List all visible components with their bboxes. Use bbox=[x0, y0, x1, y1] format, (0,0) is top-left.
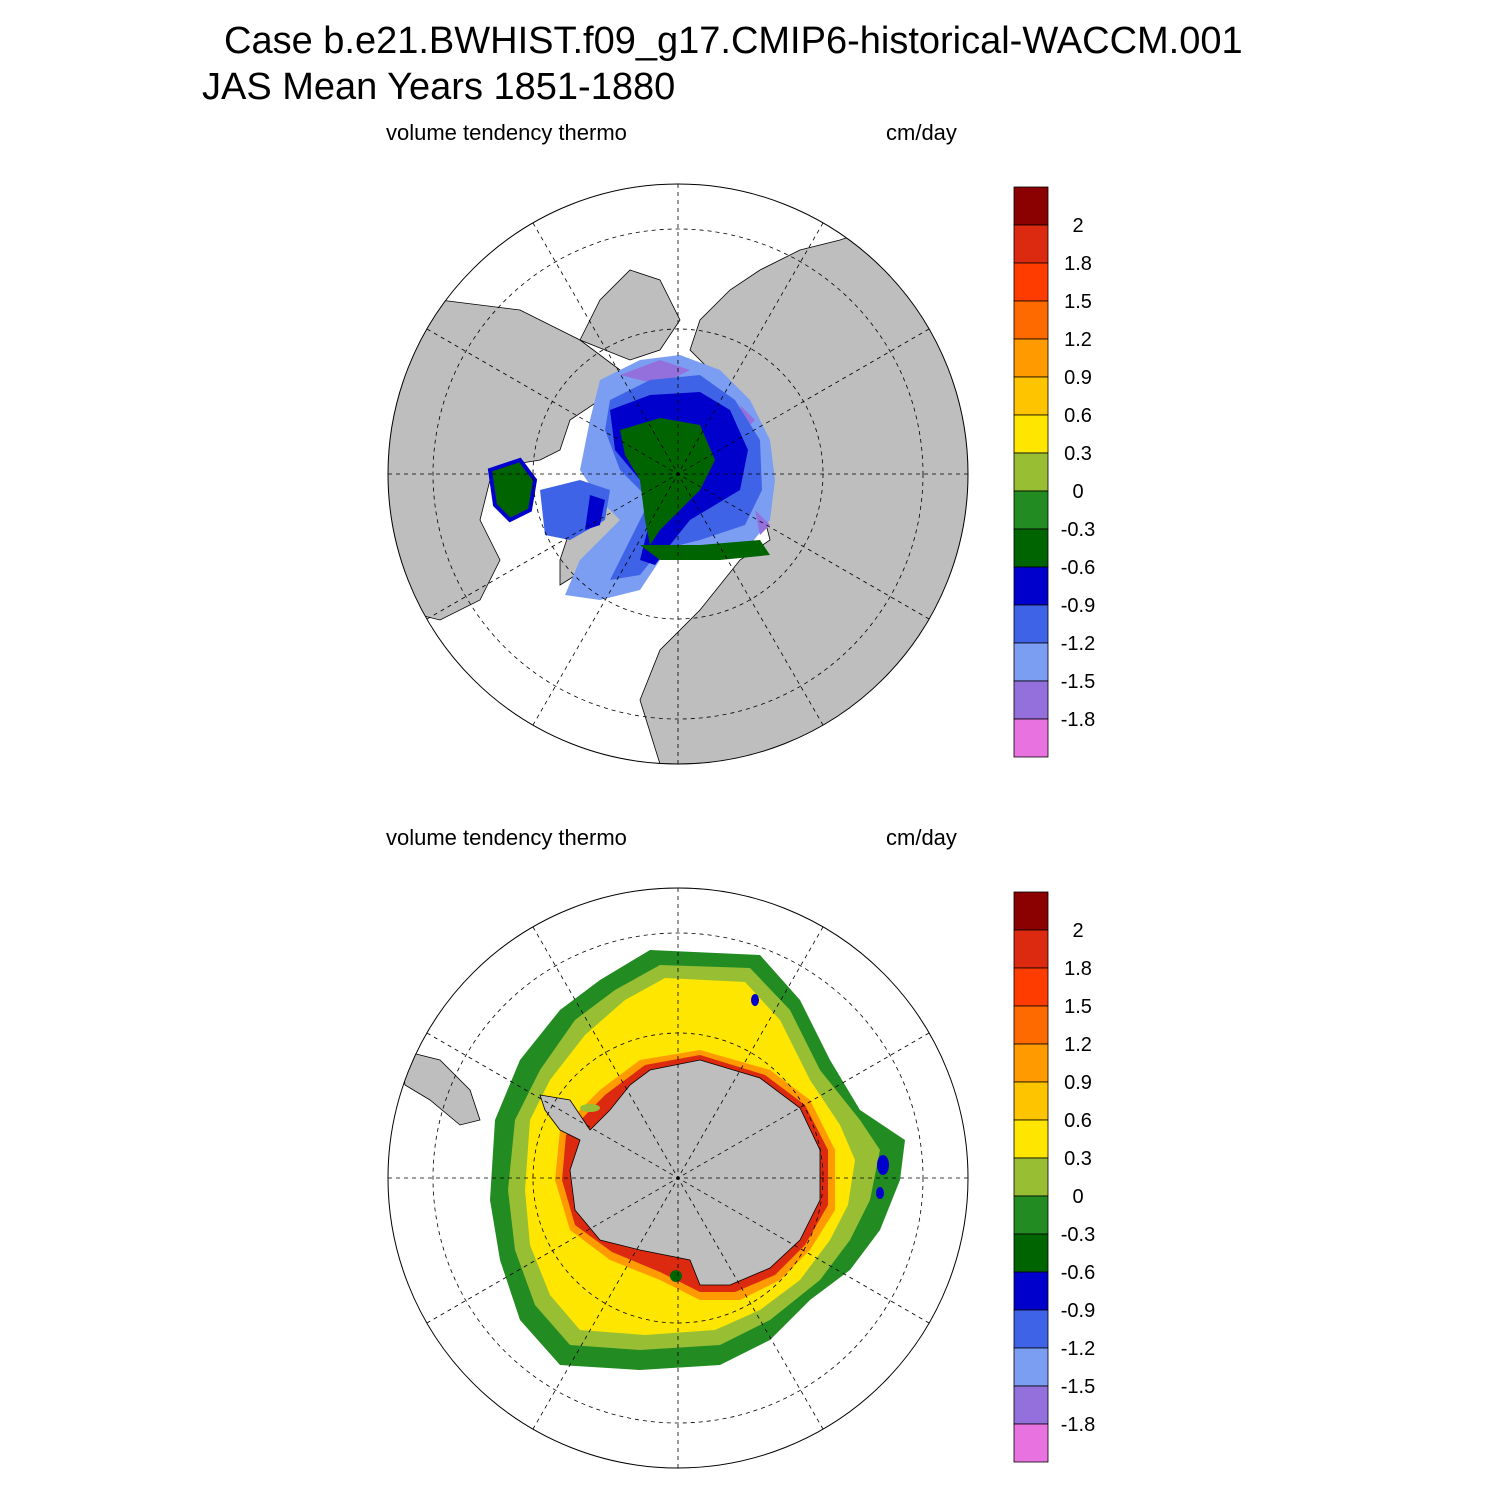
south-colorbar-tick-label: -1.2 bbox=[1061, 1338, 1095, 1360]
south-colorbar-swatch bbox=[1013, 1119, 1049, 1159]
south-colorbar-tick-label: -1.8 bbox=[1061, 1414, 1095, 1436]
north-ice-center bbox=[620, 418, 715, 545]
north-colorbar-swatch bbox=[1013, 528, 1049, 568]
south-colorbar-tick-label: -0.9 bbox=[1061, 1300, 1095, 1322]
south-colorbar-swatch bbox=[1013, 967, 1049, 1007]
north-colorbar-swatch bbox=[1013, 718, 1049, 758]
south-land-antarctica bbox=[539, 1059, 821, 1286]
south-colorbar-swatch bbox=[1013, 1271, 1049, 1311]
figure-title-line1: Case b.e21.BWHIST.f09_g17.CMIP6-historic… bbox=[224, 20, 1243, 62]
north-colorbar-swatch bbox=[1013, 262, 1049, 302]
north-colorbar-tick-label: 0.3 bbox=[1064, 443, 1092, 465]
north-panel-variable-label: volume tendency thermo bbox=[386, 120, 627, 145]
north-colorbar-swatch bbox=[1013, 604, 1049, 644]
south-colorbar-tick-label: 1.2 bbox=[1064, 1034, 1092, 1056]
north-colorbar-tick-label: -0.9 bbox=[1061, 595, 1095, 617]
north-colorbar-swatch bbox=[1013, 224, 1049, 264]
south-ice-green-spot-ross bbox=[670, 1270, 682, 1282]
south-colorbar-tick-label: 0.9 bbox=[1064, 1072, 1092, 1094]
north-ice-purple-patches bbox=[620, 360, 770, 535]
south-colorbar-tick-label: 2 bbox=[1072, 920, 1083, 942]
south-colorbar-swatch bbox=[1013, 1309, 1049, 1349]
north-land-bering bbox=[579, 269, 681, 361]
south-colorbar-swatch bbox=[1013, 1423, 1049, 1463]
south-colorbar: 2 1.8 1.5 1.2 0.9 0.6 0.3 0 -0.3 -0.6 -0.9 -1.2 -1.5… bbox=[1013, 891, 1095, 1463]
north-colorbar-tick-label: -1.5 bbox=[1061, 671, 1095, 693]
north-colorbar-tick-label: 1.5 bbox=[1064, 291, 1092, 313]
south-ice-blue-spot-east bbox=[877, 1155, 889, 1175]
north-colorbar-tick-label: 0 bbox=[1072, 481, 1083, 503]
south-colorbar-swatch bbox=[1013, 1081, 1049, 1121]
south-colorbar-swatch bbox=[1013, 1043, 1049, 1083]
north-colorbar-tick-label: -1.2 bbox=[1061, 633, 1095, 655]
north-hudson-bay bbox=[487, 457, 538, 523]
south-colorbar-swatch bbox=[1013, 1157, 1049, 1197]
south-polar-map bbox=[387, 887, 969, 1469]
north-colorbar-swatch bbox=[1013, 300, 1049, 340]
south-graticule bbox=[388, 888, 968, 1468]
north-colorbar-swatch bbox=[1013, 452, 1049, 492]
north-land-north-america bbox=[388, 299, 621, 621]
south-land-south-america bbox=[399, 1049, 481, 1126]
north-ice-baffin-dark bbox=[585, 495, 605, 530]
north-colorbar-tick-label: 0.9 bbox=[1064, 367, 1092, 389]
south-colorbar-swatch bbox=[1013, 1385, 1049, 1425]
north-colorbar-swatch bbox=[1013, 186, 1049, 226]
north-colorbar-swatch bbox=[1013, 566, 1049, 606]
south-colorbar-tick-label: -1.5 bbox=[1061, 1376, 1095, 1398]
north-colorbar-swatch bbox=[1013, 490, 1049, 530]
south-colorbar-swatch bbox=[1013, 1233, 1049, 1273]
north-colorbar-tick-label: -1.8 bbox=[1061, 709, 1095, 731]
south-colorbar-tick-label: -0.3 bbox=[1061, 1224, 1095, 1246]
south-colorbar-tick-label: 0.6 bbox=[1064, 1110, 1092, 1132]
north-colorbar-tick-label: 0.6 bbox=[1064, 405, 1092, 427]
south-ice-green-spot-weddell bbox=[580, 1104, 600, 1112]
south-panel-units-label: cm/day bbox=[886, 825, 957, 850]
south-colorbar-tick-label: -0.6 bbox=[1061, 1262, 1095, 1284]
north-colorbar: 2 1.8 1.5 1.2 0.9 0.6 0.3 0 -0.3 -0.6 -0.9 -1.2 -1.5… bbox=[1013, 186, 1095, 758]
north-graticule bbox=[388, 184, 968, 764]
south-ice-blue-spot-north bbox=[751, 994, 759, 1006]
south-panel-variable-label: volume tendency thermo bbox=[386, 825, 627, 850]
south-colorbar-tick-label: 1.8 bbox=[1064, 958, 1092, 980]
south-colorbar-swatch bbox=[1013, 929, 1049, 969]
north-colorbar-swatch bbox=[1013, 376, 1049, 416]
figure-title-line2: JAS Mean Years 1851-1880 bbox=[202, 66, 676, 108]
south-colorbar-tick-label: 0 bbox=[1072, 1186, 1083, 1208]
north-colorbar-tick-label: -0.3 bbox=[1061, 519, 1095, 541]
north-colorbar-tick-label: 1.2 bbox=[1064, 329, 1092, 351]
south-colorbar-swatch bbox=[1013, 1005, 1049, 1045]
south-colorbar-swatch bbox=[1013, 891, 1049, 931]
north-panel-units-label: cm/day bbox=[886, 120, 957, 145]
south-colorbar-swatch bbox=[1013, 1195, 1049, 1235]
south-colorbar-swatch bbox=[1013, 1347, 1049, 1387]
north-polar-map bbox=[387, 183, 969, 765]
south-colorbar-tick-label: 0.3 bbox=[1064, 1148, 1092, 1170]
north-colorbar-swatch bbox=[1013, 680, 1049, 720]
north-colorbar-tick-label: -0.6 bbox=[1061, 557, 1095, 579]
north-colorbar-swatch bbox=[1013, 338, 1049, 378]
north-colorbar-tick-label: 1.8 bbox=[1064, 253, 1092, 275]
north-colorbar-swatch bbox=[1013, 642, 1049, 682]
north-colorbar-tick-label: 2 bbox=[1072, 215, 1083, 237]
south-ice-blue-spot-east2 bbox=[876, 1187, 884, 1199]
south-colorbar-tick-label: 1.5 bbox=[1064, 996, 1092, 1018]
north-ice-fram-green bbox=[640, 540, 770, 560]
north-colorbar-swatch bbox=[1013, 414, 1049, 454]
